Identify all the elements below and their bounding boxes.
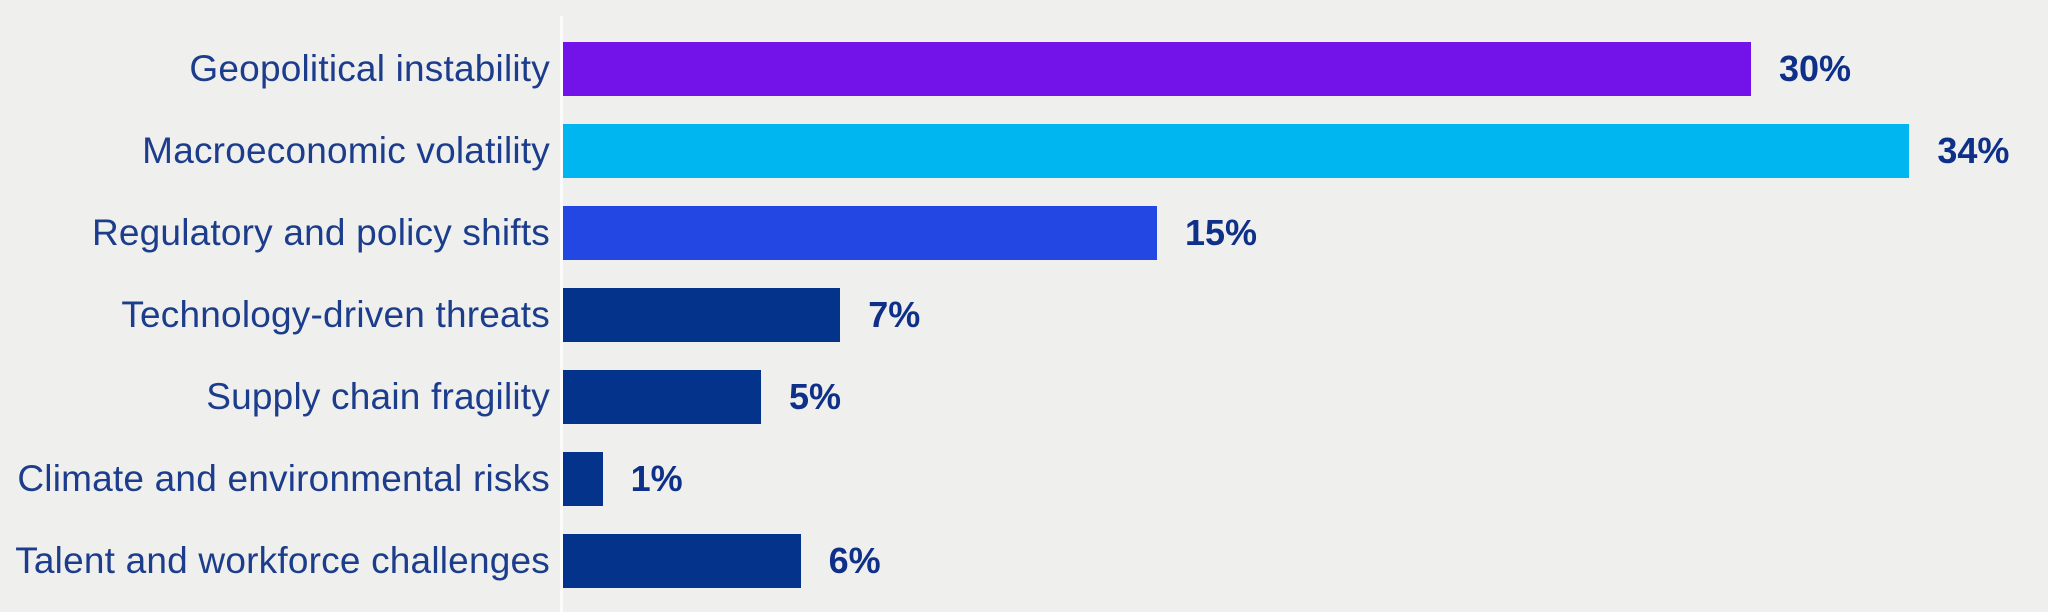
bar-area: 30% xyxy=(563,28,2048,110)
bar-area: 5% xyxy=(563,356,2048,438)
bar-row: Talent and workforce challenges 6% xyxy=(0,520,2048,602)
value-label: 34% xyxy=(1937,130,2010,171)
category-label: Geopolitical instability xyxy=(189,48,550,89)
value-label: 1% xyxy=(630,458,683,499)
bar-area: 34% xyxy=(563,110,2048,192)
bar-area: 15% xyxy=(563,192,2048,274)
bar-chart-rows: Geopolitical instability 30% Macroeconomic… xyxy=(0,28,2048,602)
bar xyxy=(563,206,1157,260)
category-label: Regulatory and policy shifts xyxy=(91,212,550,253)
category-label: Talent and workforce challenges xyxy=(15,540,550,581)
bar xyxy=(563,534,801,588)
bar xyxy=(563,370,761,424)
bar-area: 7% xyxy=(563,274,2048,356)
bar-area: 6% xyxy=(563,520,2048,602)
category-label: Supply chain fragility xyxy=(206,376,550,417)
bar-row: Geopolitical instability 30% xyxy=(0,28,2048,110)
bar-row: Climate and environmental risks 1% xyxy=(0,438,2048,520)
value-label: 15% xyxy=(1185,212,1258,253)
bar-row: Macroeconomic volatility 34% xyxy=(0,110,2048,192)
category-label: Technology-driven threats xyxy=(121,294,550,335)
category-label: Climate and environmental risks xyxy=(17,458,550,499)
bar xyxy=(563,452,603,506)
axis-baseline xyxy=(560,16,563,612)
bar-row: Technology-driven threats 7% xyxy=(0,274,2048,356)
value-label: 7% xyxy=(868,294,921,335)
value-label: 6% xyxy=(828,540,881,581)
value-label: 30% xyxy=(1779,48,1852,89)
bar xyxy=(563,288,841,342)
bar-area: 1% xyxy=(563,438,2048,520)
bar xyxy=(563,124,1910,178)
category-label: Macroeconomic volatility xyxy=(142,130,550,171)
bar-row: Supply chain fragility 5% xyxy=(0,356,2048,438)
bar xyxy=(563,42,1751,96)
bar-row: Regulatory and policy shifts 15% xyxy=(0,192,2048,274)
value-label: 5% xyxy=(789,376,842,417)
